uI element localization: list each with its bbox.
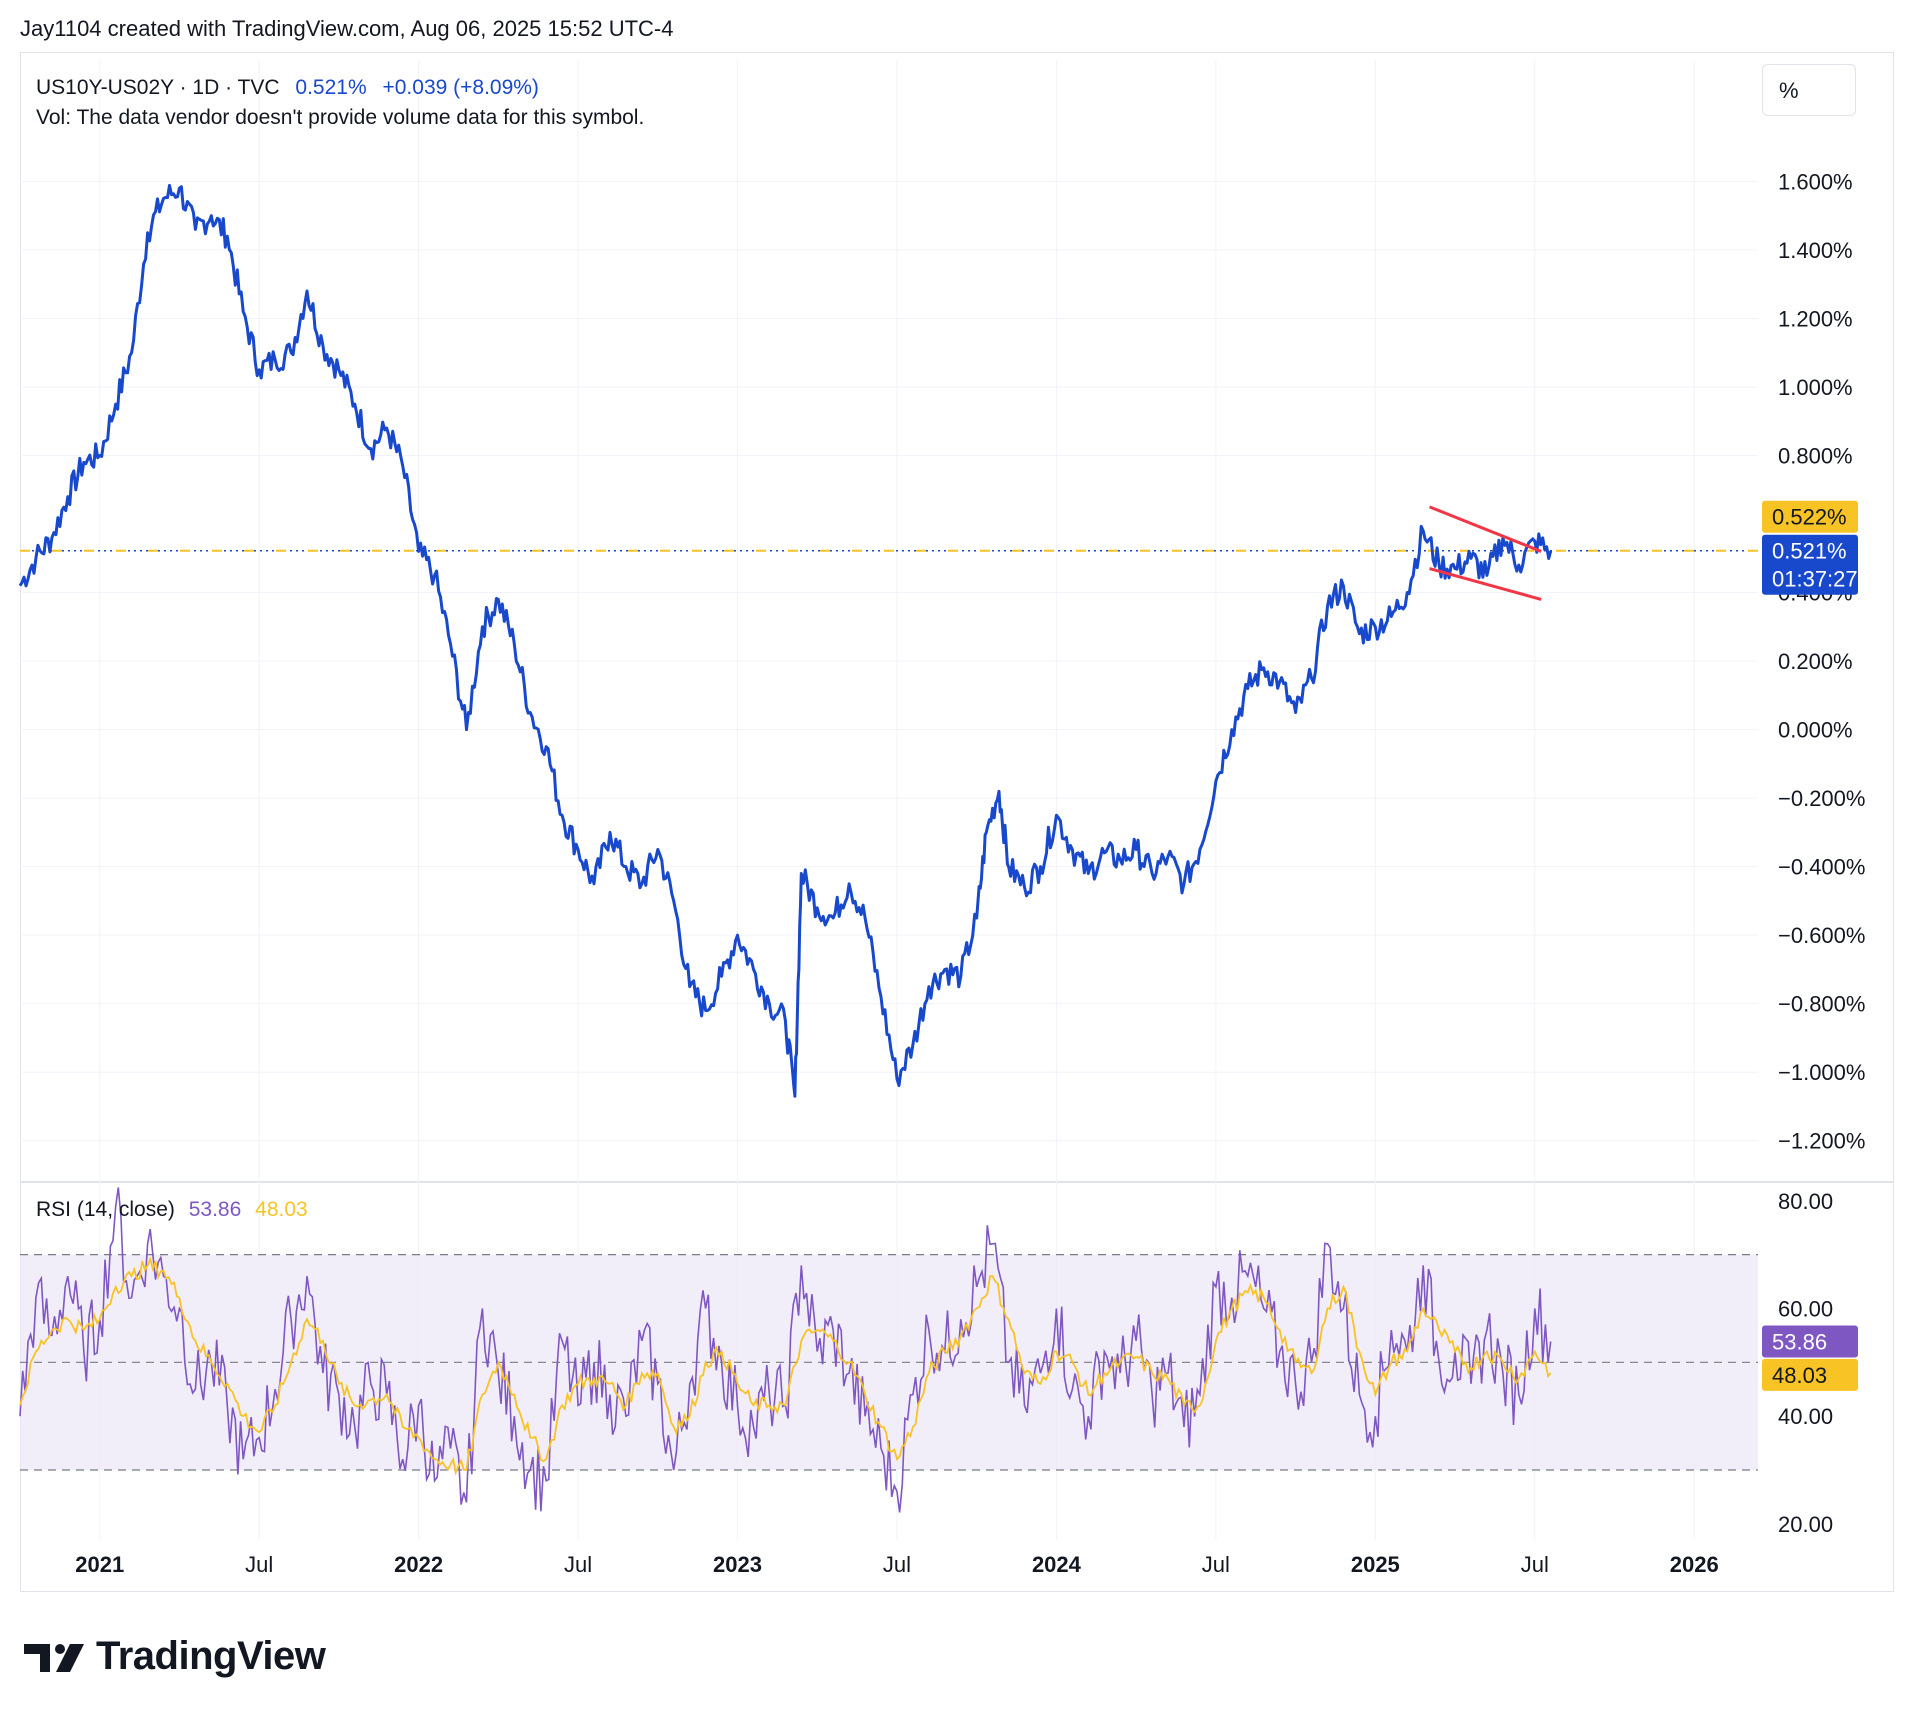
chart-credit: Jay1104 created with TradingView.com, Au… [20,16,674,41]
rsi-axis: 80.00 60.00 40.00 20.00 [1778,1189,1833,1537]
x-tick-label: 2024 [1032,1552,1082,1577]
y-tick-label: −0.800% [1778,992,1865,1017]
rsi-tick-label: 60.00 [1778,1296,1833,1321]
y-tick-label: 1.400% [1778,238,1853,263]
rsi-ma-line [19,1256,1552,1476]
x-tick-label: 2025 [1351,1552,1400,1577]
y-tick-label: −1.200% [1778,1129,1865,1154]
trendline [1429,567,1542,601]
rsi-ma-value: 48.03 [255,1198,308,1221]
trendline [1428,505,1542,553]
y-tick-label: 0.000% [1778,718,1853,743]
x-tick-label: Jul [564,1552,592,1577]
x-tick-label: 2022 [394,1552,443,1577]
volume-note: Vol: The data vendor doesn't provide vol… [36,106,645,129]
price-pane [18,183,1758,1098]
y-tick-label: −1.000% [1778,1060,1865,1085]
rsi-pane [19,1187,1758,1513]
y-tick-label: 1.200% [1778,306,1853,331]
last-price-tag-text: 0.521% [1772,539,1847,564]
y-tick-label: 0.200% [1778,649,1853,674]
current-price-tag-text: 0.522% [1772,505,1847,530]
rsi-name[interactable]: RSI (14, close) [36,1198,175,1221]
x-tick-label: 2023 [713,1552,762,1577]
chart-frame [20,52,1894,1592]
last-price-tag-text: 01:37:27 [1772,567,1858,592]
unit-button[interactable]: % [1762,64,1856,116]
rsi-ma-tag-text: 48.03 [1772,1363,1827,1388]
y-tick-label: −0.600% [1778,923,1865,948]
y-axis: 1.600%1.400%1.200%1.000%0.800%0.400%0.20… [1778,169,1865,1153]
change-value: +0.039 (+8.09%) [382,76,539,99]
x-tick-label: 2026 [1670,1552,1719,1577]
rsi-value: 53.86 [188,1198,242,1221]
y-tick-label: −0.400% [1778,855,1865,880]
rsi-tick-label: 80.00 [1778,1189,1833,1214]
rsi-legend[interactable]: RSI (14, close) 53.86 48.03 [36,1198,308,1222]
rsi-ma-tag [1762,1358,1858,1391]
last-price-tag [1762,534,1858,595]
x-tick-label: Jul [245,1552,273,1577]
y-tick-label: 0.800% [1778,443,1853,468]
rsi-tick-label: 40.00 [1778,1404,1833,1429]
x-axis: 2021 Jul 2022 Jul 2023 Jul 2024 Jul 2025 Jul 2026 [75,1552,1718,1577]
symbol-name[interactable]: US10Y-US02Y · 1D · TVC [36,76,280,99]
last-value: 0.521% [295,76,367,99]
main-legend[interactable]: US10Y-US02Y · 1D · TVC 0.521% +0.039 (+8… [36,72,539,104]
rsi-tick-label: 20.00 [1778,1512,1833,1537]
tradingview-logo-icon [24,1644,84,1672]
y-tick-label: −0.200% [1778,786,1865,811]
y-tick-label: 1.600% [1778,169,1853,194]
tradingview-logo-text: TradingView [96,1634,326,1678]
rsi-value-tag-text: 53.86 [1772,1330,1827,1355]
x-tick-label: 2021 [75,1552,124,1577]
x-tick-label: Jul [1521,1552,1549,1577]
y-tick-label: 1.000% [1778,375,1853,400]
x-tick-label: Jul [1202,1552,1230,1577]
rsi-value-tag [1762,1325,1858,1358]
price-series-line [18,183,1553,1098]
current-price-tag [1762,500,1858,533]
x-tick-label: Jul [883,1552,911,1577]
price-tags: 0.522% 0.521% 01:37:27 53.86 48.03 [1762,500,1858,1391]
